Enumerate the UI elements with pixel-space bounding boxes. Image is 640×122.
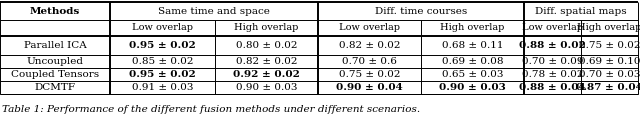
Text: 0.80 ± 0.02: 0.80 ± 0.02 bbox=[236, 41, 297, 50]
Text: 0.65 ± 0.03: 0.65 ± 0.03 bbox=[442, 70, 503, 79]
Text: 0.92 ± 0.02: 0.92 ± 0.02 bbox=[233, 70, 300, 79]
Text: Low overlap: Low overlap bbox=[522, 24, 583, 32]
Text: 0.95 ± 0.02: 0.95 ± 0.02 bbox=[129, 70, 196, 79]
Text: 0.85 ± 0.02: 0.85 ± 0.02 bbox=[132, 57, 193, 66]
Text: Diff. time courses: Diff. time courses bbox=[375, 6, 467, 15]
Text: 0.90 ± 0.03: 0.90 ± 0.03 bbox=[439, 83, 506, 92]
Text: 0.69 ± 0.10: 0.69 ± 0.10 bbox=[579, 57, 640, 66]
Text: 0.70 ± 0.6: 0.70 ± 0.6 bbox=[342, 57, 397, 66]
Text: 0.78 ± 0.02: 0.78 ± 0.02 bbox=[522, 70, 583, 79]
Text: Same time and space: Same time and space bbox=[158, 6, 270, 15]
Text: 0.75 ± 0.02: 0.75 ± 0.02 bbox=[339, 70, 400, 79]
Text: 0.68 ± 0.11: 0.68 ± 0.11 bbox=[442, 41, 503, 50]
Text: 0.69 ± 0.08: 0.69 ± 0.08 bbox=[442, 57, 503, 66]
Text: High overlap: High overlap bbox=[577, 24, 640, 32]
Text: 0.70 ± 0.03: 0.70 ± 0.03 bbox=[579, 70, 640, 79]
Text: 0.87 ± 0.04: 0.87 ± 0.04 bbox=[576, 83, 640, 92]
Text: 0.88 ± 0.02: 0.88 ± 0.02 bbox=[519, 41, 586, 50]
Text: High overlap: High overlap bbox=[234, 24, 299, 32]
Text: 0.70 ± 0.09: 0.70 ± 0.09 bbox=[522, 57, 583, 66]
Text: 0.90 ± 0.04: 0.90 ± 0.04 bbox=[336, 83, 403, 92]
Text: Low overlap: Low overlap bbox=[132, 24, 193, 32]
Text: 0.90 ± 0.03: 0.90 ± 0.03 bbox=[236, 83, 297, 92]
Text: High overlap: High overlap bbox=[440, 24, 505, 32]
Text: DCMTF: DCMTF bbox=[35, 83, 76, 92]
Text: Diff. spatial maps: Diff. spatial maps bbox=[535, 6, 627, 15]
Text: 0.95 ± 0.02: 0.95 ± 0.02 bbox=[129, 41, 196, 50]
Text: Parallel ICA: Parallel ICA bbox=[24, 41, 86, 50]
Text: 0.82 ± 0.02: 0.82 ± 0.02 bbox=[339, 41, 400, 50]
Text: 0.82 ± 0.02: 0.82 ± 0.02 bbox=[236, 57, 297, 66]
Text: Table 1: Performance of the different fusion methods under different scenarios.: Table 1: Performance of the different fu… bbox=[2, 105, 420, 114]
Text: Low overlap: Low overlap bbox=[339, 24, 400, 32]
Text: Methods: Methods bbox=[30, 6, 80, 15]
Text: Coupled Tensors: Coupled Tensors bbox=[11, 70, 99, 79]
Text: Uncoupled: Uncoupled bbox=[26, 57, 83, 66]
Text: 0.88 ± 0.04: 0.88 ± 0.04 bbox=[519, 83, 586, 92]
Text: 0.75 ± 0.02: 0.75 ± 0.02 bbox=[579, 41, 640, 50]
Text: 0.91 ± 0.03: 0.91 ± 0.03 bbox=[132, 83, 193, 92]
